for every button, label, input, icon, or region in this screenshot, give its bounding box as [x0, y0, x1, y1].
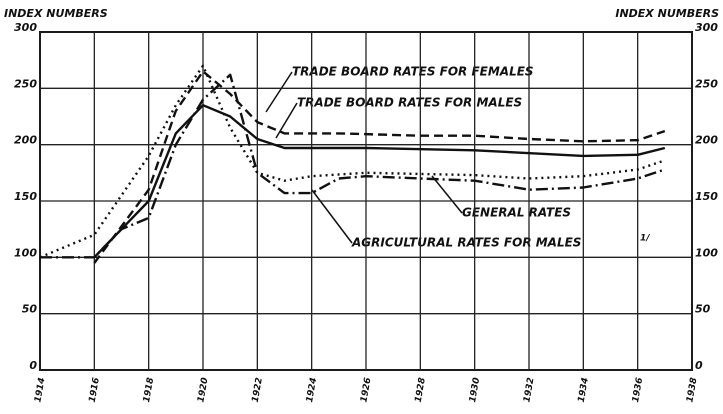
leader-line — [311, 189, 353, 244]
footnote-marker: 1/ — [640, 234, 650, 244]
series-line — [93, 104, 666, 259]
y-tick-label-right: 100 — [695, 246, 718, 259]
x-tick-label: 1916 — [88, 377, 102, 403]
leader-line — [265, 71, 293, 113]
y-tick-label: 200 — [14, 134, 37, 147]
x-tick-label: 1924 — [305, 377, 319, 403]
annotation: GENERAL RATES — [462, 206, 571, 220]
x-tick-label: 1926 — [359, 377, 373, 403]
y-tick-label: 250 — [14, 77, 37, 90]
series-line — [93, 70, 666, 264]
series-line — [39, 64, 666, 259]
y-tick-label-right: 50 — [695, 303, 711, 316]
annotation: AGRICULTURAL RATES FOR MALES — [351, 236, 581, 250]
y-tick-label-right: 0 — [695, 359, 703, 372]
x-tick-label: 1932 — [522, 377, 536, 403]
x-tick-label: 1934 — [577, 377, 591, 403]
y-axis-label-right: INDEX NUMBERS — [615, 7, 719, 20]
x-tick-label: 1922 — [251, 377, 265, 403]
y-tick-label: 0 — [29, 359, 37, 372]
y-tick-label: 100 — [14, 246, 37, 259]
y-tick-label-right: 300 — [695, 21, 718, 34]
x-tick-label: 1914 — [33, 377, 47, 403]
y-tick-label: 150 — [14, 190, 37, 203]
y-tick-label-right: 200 — [695, 134, 718, 147]
leader-line — [275, 102, 298, 139]
x-tick-label: 1928 — [414, 377, 428, 403]
annotation: TRADE BOARD RATES FOR MALES — [297, 96, 522, 110]
series-line — [40, 73, 666, 259]
y-axis-label-left: INDEX NUMBERS — [4, 7, 108, 20]
x-tick-label: 1930 — [468, 377, 482, 403]
y-tick-label: 50 — [22, 303, 38, 316]
leader-line — [431, 175, 463, 214]
y-tick-label-right: 250 — [695, 77, 718, 90]
annotation: TRADE BOARD RATES FOR FEMALES — [292, 65, 534, 79]
x-tick-label: 1918 — [142, 377, 156, 403]
y-tick-label-right: 150 — [695, 190, 718, 203]
x-tick-label: 1920 — [196, 377, 210, 403]
y-tick-label: 300 — [14, 21, 37, 34]
x-tick-label: 1938 — [685, 377, 699, 403]
x-tick-label: 1936 — [631, 377, 645, 403]
